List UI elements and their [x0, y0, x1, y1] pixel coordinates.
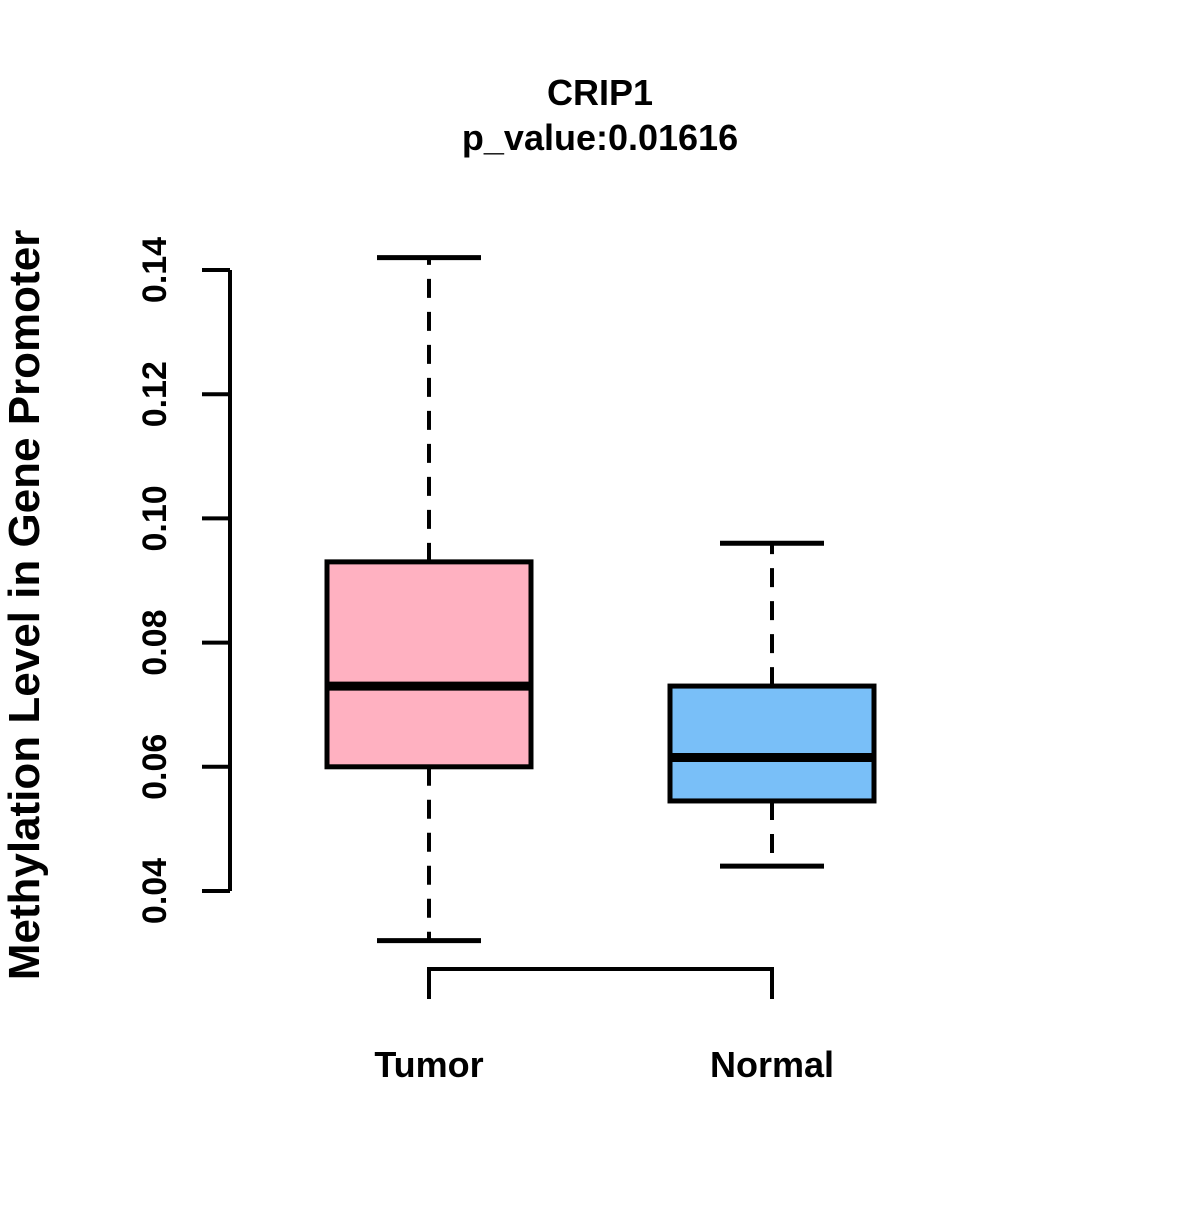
y-tick-label: 0.14 — [136, 237, 174, 303]
y-tick-label: 0.08 — [136, 610, 174, 676]
y-tick-label: 0.04 — [136, 858, 174, 924]
boxplot-group-tumor — [324, 255, 534, 944]
x-axis-bracket — [427, 967, 774, 999]
x-category-label-normal: Normal — [710, 1044, 834, 1085]
iqr-box-tumor — [324, 559, 534, 770]
axes-layer: 0.04 0.06 0.08 0.10 0.12 0.14 Tumor Normal — [136, 237, 834, 1085]
y-tick-label: 0.06 — [136, 734, 174, 800]
chart-title: CRIP1 — [547, 72, 653, 113]
x-category-label-tumor: Tumor — [374, 1044, 483, 1085]
y-axis-label: Methylation Level in Gene Promoter — [0, 230, 49, 981]
y-tick-label: 0.12 — [136, 361, 174, 427]
boxplot-group-normal — [667, 540, 877, 869]
y-tick-label: 0.10 — [136, 485, 174, 551]
chart-subtitle: p_value:0.01616 — [462, 117, 738, 158]
boxes-layer — [324, 255, 877, 944]
iqr-box-normal — [667, 683, 877, 804]
